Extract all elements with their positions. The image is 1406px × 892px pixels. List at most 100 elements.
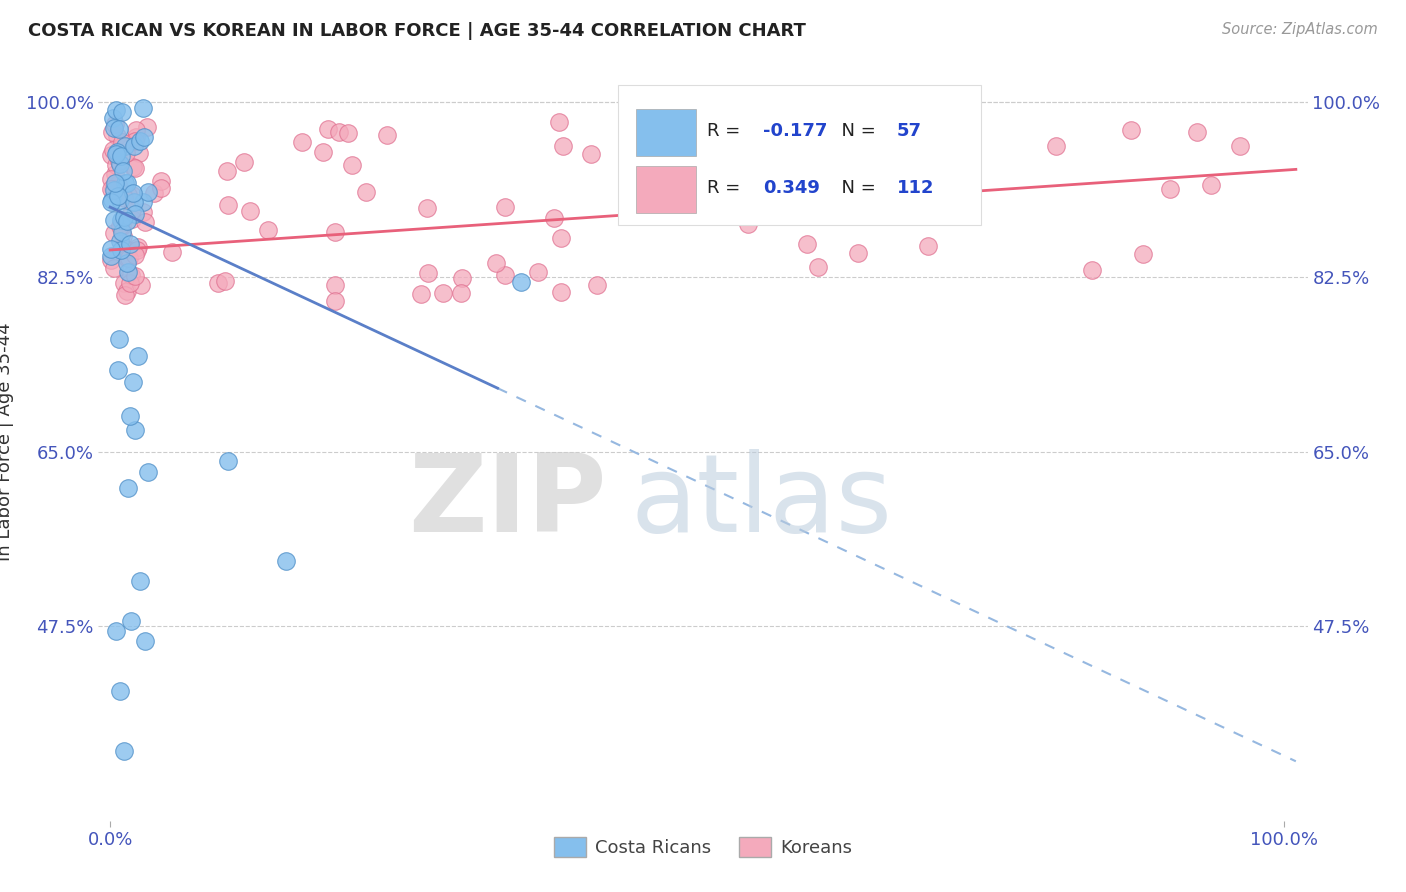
Point <box>103 167 125 181</box>
Text: COSTA RICAN VS KOREAN IN LABOR FORCE | AGE 35-44 CORRELATION CHART: COSTA RICAN VS KOREAN IN LABOR FORCE | A… <box>28 22 806 40</box>
Point <box>215 163 238 178</box>
Point <box>104 177 127 191</box>
Point <box>138 465 160 479</box>
Point <box>124 207 146 221</box>
Point <box>922 207 945 221</box>
Text: R =: R = <box>707 178 745 196</box>
Point <box>132 194 155 209</box>
Point <box>1159 182 1181 196</box>
Point <box>103 261 125 276</box>
Point <box>124 423 146 437</box>
Point <box>100 172 122 186</box>
Point <box>117 256 139 270</box>
Point <box>662 172 685 186</box>
Point <box>949 130 972 145</box>
Point <box>111 104 134 119</box>
Point <box>340 158 363 172</box>
Point <box>112 744 135 758</box>
Text: Source: ZipAtlas.com: Source: ZipAtlas.com <box>1222 22 1378 37</box>
Point <box>117 188 139 202</box>
FancyBboxPatch shape <box>637 166 696 213</box>
Text: ZIP: ZIP <box>408 450 606 555</box>
Point <box>100 148 122 162</box>
Point <box>108 684 131 698</box>
Point <box>936 103 959 118</box>
Point <box>214 274 236 288</box>
Point <box>105 103 128 117</box>
Point <box>150 180 173 194</box>
Point <box>127 239 149 253</box>
Point <box>129 134 152 148</box>
Point <box>127 349 149 363</box>
Point <box>1185 125 1208 139</box>
Point <box>796 236 818 251</box>
Point <box>579 147 602 161</box>
Point <box>118 252 141 266</box>
Point <box>105 158 128 172</box>
Point <box>548 115 571 129</box>
Point <box>121 202 143 217</box>
Point <box>136 185 159 199</box>
Point <box>111 219 134 233</box>
Point <box>100 249 122 263</box>
Point <box>132 101 155 115</box>
Point <box>115 251 138 265</box>
Point <box>104 147 127 161</box>
Point <box>103 121 125 136</box>
Point <box>120 268 142 283</box>
Point <box>108 122 131 136</box>
Point <box>112 214 135 228</box>
Point <box>217 198 239 212</box>
Point <box>125 129 148 144</box>
Point <box>207 276 229 290</box>
Point <box>807 260 830 274</box>
Point <box>121 188 143 202</box>
Text: 0.349: 0.349 <box>763 178 820 196</box>
Point <box>160 245 183 260</box>
Text: -0.177: -0.177 <box>763 121 828 140</box>
Point <box>586 278 609 293</box>
Point <box>104 117 127 131</box>
Point <box>101 112 124 126</box>
Point <box>101 125 124 139</box>
Point <box>117 265 139 279</box>
Point <box>118 409 141 423</box>
Point <box>111 187 134 202</box>
Point <box>124 248 146 262</box>
Point <box>107 332 129 346</box>
Point <box>328 124 350 138</box>
Point <box>103 226 125 240</box>
Point <box>108 157 131 171</box>
Point <box>101 143 124 157</box>
Point <box>100 182 122 196</box>
Point <box>112 276 135 290</box>
Point <box>108 193 131 207</box>
Point <box>110 243 132 257</box>
Point <box>115 214 138 228</box>
Point <box>550 285 572 300</box>
Point <box>316 122 339 136</box>
Point <box>103 178 125 193</box>
Point <box>323 293 346 308</box>
Point <box>128 574 150 589</box>
Point <box>217 454 239 468</box>
Point <box>409 287 432 301</box>
Point <box>120 276 142 290</box>
Point <box>103 212 125 227</box>
Point <box>112 210 135 224</box>
Y-axis label: In Labor Force | Age 35-44: In Labor Force | Age 35-44 <box>0 322 14 561</box>
Point <box>108 219 131 234</box>
Point <box>105 624 128 639</box>
Point <box>101 194 124 208</box>
Point <box>239 203 262 218</box>
Point <box>128 146 150 161</box>
Point <box>131 204 153 219</box>
Point <box>754 153 776 168</box>
Point <box>111 135 134 149</box>
Point <box>846 246 869 260</box>
Point <box>118 236 141 251</box>
Text: N =: N = <box>830 178 882 196</box>
Point <box>451 270 474 285</box>
Point <box>553 138 575 153</box>
Point <box>111 225 134 239</box>
